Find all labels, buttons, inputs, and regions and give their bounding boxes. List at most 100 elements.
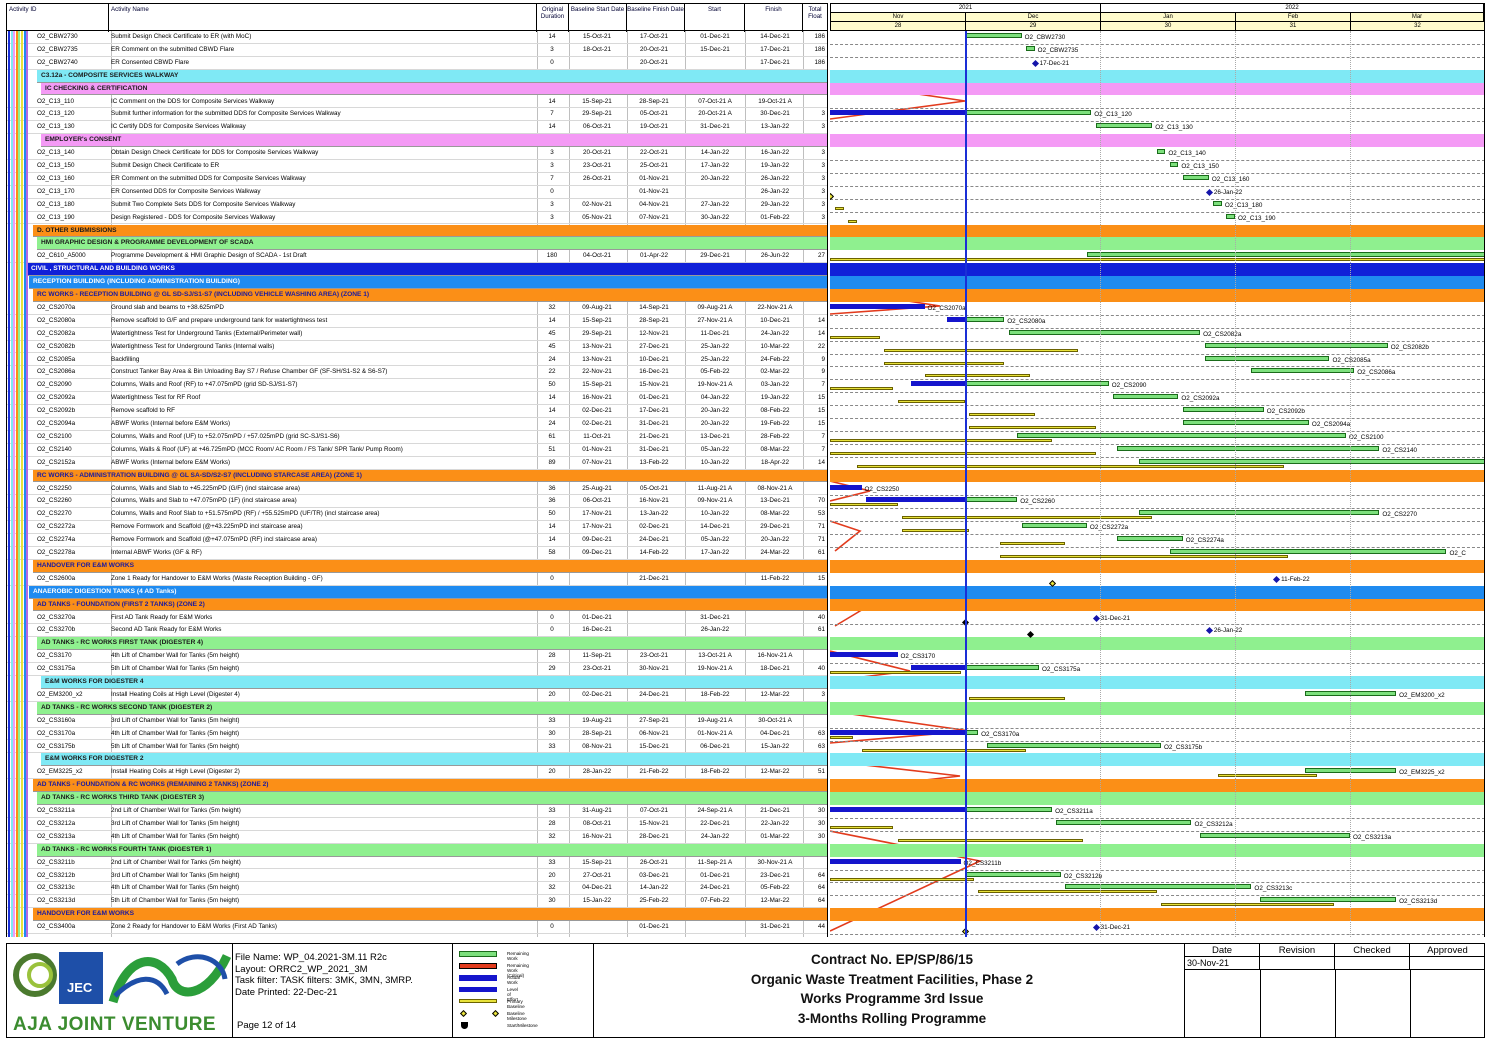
activity-row[interactable]: O2_CS2086a Construct Tanker Bay Area & Bi… bbox=[7, 366, 827, 380]
activity-row[interactable]: O2_CS2152a ABWF Works (Internal before E&… bbox=[7, 457, 827, 470]
baseline-start: 16-Dec-21 bbox=[582, 626, 612, 634]
activity-row[interactable]: O2_C13_130 IC Certify DDS for Composite S… bbox=[7, 121, 827, 135]
activity-row[interactable]: O2_CS3170 4th Lift of Chamber Wall for Ta… bbox=[7, 650, 827, 664]
baseline-start: 09-Aug-21 bbox=[582, 303, 612, 311]
activity-row[interactable]: O2_C610_A5000 Programme Development & HMI… bbox=[7, 250, 827, 264]
gantt-bar-label: O2_CS2092b bbox=[1266, 408, 1305, 416]
activity-row[interactable]: O2_CS2600a Zone 1 Ready for Handover to E… bbox=[7, 573, 827, 586]
wbs-band-title: C3.12a - COMPOSITE SERVICES WALKWAY bbox=[41, 71, 179, 79]
activity-row[interactable]: O2_CBW2740 ER Consented CBWD Flare 0 20-Oct… bbox=[7, 57, 827, 70]
activity-row[interactable]: O2_CS2278a Internal ABWF Works (GF & RF) 5… bbox=[7, 547, 827, 560]
wbs-band[interactable]: EMPLOYER's CONSENT bbox=[41, 134, 827, 148]
baseline-start: 15-Jan-22 bbox=[582, 897, 612, 905]
col-header-total-float[interactable]: Total Float bbox=[808, 6, 822, 20]
wbs-band[interactable]: D. OTHER SUBMISSIONS bbox=[33, 224, 827, 238]
col-header-activity-name[interactable]: Activity Name bbox=[109, 4, 537, 32]
baseline-finish bbox=[627, 612, 681, 624]
wbs-band[interactable]: C3.12a - COMPOSITE SERVICES WALKWAY bbox=[37, 69, 827, 83]
activity-row[interactable]: O2_CS2250 Columns, Walls and Slab to +45.… bbox=[7, 483, 827, 496]
wbs-band[interactable]: AD TANKS - RC WORKS FOURTH TANK (DIGESTE… bbox=[37, 843, 827, 857]
activity-row[interactable]: O2_CS2082b Watertightness Test for Underg… bbox=[7, 341, 827, 354]
activity-row[interactable]: O2_CS3270a First AD Tank Ready for E&M Wo… bbox=[7, 612, 827, 625]
activity-row[interactable]: O2_CS2092a Watertightness Test for RF Roo… bbox=[7, 392, 827, 406]
activity-row[interactable]: O2_CS2090 Columns, Walls and Roof (RF) to… bbox=[7, 379, 827, 393]
activity-row[interactable]: O2_CS3170a 4th Lift of Chamber Wall for T… bbox=[7, 728, 827, 741]
activity-row[interactable]: O2_C13_110 IC Comment on the DDS for Comp… bbox=[7, 96, 827, 109]
activity-row[interactable]: O2_CBW2735 ER Comment on the submitted CB… bbox=[7, 44, 827, 57]
activity-row[interactable]: O2_CS3213c 4th Lift of Chamber Wall for T… bbox=[7, 882, 827, 896]
total-float: 3 bbox=[821, 200, 825, 208]
wbs-band[interactable]: AD TANKS - FOUNDATION & RC WORKS (REMAIN… bbox=[33, 779, 827, 793]
activity-row[interactable]: O2_C13_170 ER Consented DDS for Composite… bbox=[7, 186, 827, 199]
activity-row[interactable]: O2_EM3225_x2 Install Heating Coils at Hig… bbox=[7, 766, 827, 780]
activity-row[interactable]: O2_CS2080a Remove scaffold to G/F and pre… bbox=[7, 315, 827, 328]
actual-bar bbox=[947, 316, 965, 322]
activity-row[interactable]: O2_CS3160a 3rd Lift of Chamber Wall for T… bbox=[7, 715, 827, 728]
activity-row[interactable]: O2_CS3175b 5th Lift of Chamber Wall for T… bbox=[7, 741, 827, 754]
wbs-band[interactable]: HMI GRAPHIC DESIGN & PROGRAMME DEVELOPME… bbox=[37, 237, 827, 251]
wbs-band-title: RECEPTION BUILDING (INCLUDING ADMINISTRA… bbox=[33, 278, 240, 286]
wbs-band[interactable]: HANDOVER FOR E&M WORKS bbox=[33, 908, 827, 922]
activity-row[interactable]: O2_CS2082a Watertightness Test for Underg… bbox=[7, 328, 827, 341]
activity-row[interactable]: O2_CS3212a 3rd Lift of Chamber Wall for T… bbox=[7, 818, 827, 831]
wbs-band[interactable]: IC CHECKING & CERTIFICATION bbox=[41, 82, 827, 96]
activity-row[interactable]: O2_CS2272a Remove Formwork and Scaffold (… bbox=[7, 521, 827, 535]
activity-row[interactable]: O2_C13_150 Submit Design Check Certificat… bbox=[7, 160, 827, 173]
activity-row[interactable]: O2_CS3400a Zone 2 Ready for Handover to E… bbox=[7, 921, 827, 934]
activity-row[interactable]: O2_CS2140 Columns, Walls & Roof (UF) at +… bbox=[7, 444, 827, 457]
col-header-baseline-finish[interactable]: Baseline Finish Date bbox=[627, 4, 685, 32]
activity-row[interactable]: O2_CS2274a Remove Formwork and Scaffold (… bbox=[7, 534, 827, 547]
wbs-band[interactable]: E&M WORKS FOR DIGESTER 4 bbox=[41, 676, 827, 689]
activity-row[interactable]: O2_CS2085a Backfilling 24 13-Nov-21 10-Dec-2… bbox=[7, 354, 827, 367]
legend-swatch-remaining bbox=[459, 951, 497, 957]
activity-row[interactable]: O2_CS2260 Columns, Walls and Slab to +47.… bbox=[7, 495, 827, 509]
total-float: 3 bbox=[821, 187, 825, 195]
activity-row[interactable]: O2_CS2094a ABWF Works (Internal before E&… bbox=[7, 418, 827, 431]
remaining-bar bbox=[986, 742, 1161, 748]
activity-row[interactable]: O2_CS3211a 2nd Lift of Chamber Wall for T… bbox=[7, 805, 827, 818]
activity-row[interactable]: O2_C13_160 ER Comment on the submitted DD… bbox=[7, 173, 827, 186]
activity-row[interactable]: O2_CS2270 Columns, Walls and Roof Slab to… bbox=[7, 508, 827, 522]
col-header-activity-id[interactable]: Activity ID bbox=[7, 4, 109, 32]
activity-row[interactable]: O2_CS2092b Remove scaffold to RF 14 02-Dec-… bbox=[7, 405, 827, 418]
original-duration: 180 bbox=[546, 252, 558, 260]
activity-row[interactable]: O2_CS3270b Second AD Tank Ready for E&M W… bbox=[7, 624, 827, 638]
activity-row[interactable]: O2_CS3213a 4th Lift of Chamber Wall for T… bbox=[7, 831, 827, 844]
activity-row[interactable]: O2_CS2070a Ground slab and beams to +38.6… bbox=[7, 302, 827, 315]
activity-row[interactable]: O2_C13_140 Obtain Design Check Certificat… bbox=[7, 147, 827, 160]
gantt-bar-label: 26-Jan-22 bbox=[1213, 188, 1243, 196]
wbs-band[interactable]: RC WORKS - ADMINISTRATION BUILDING @ GL … bbox=[33, 469, 827, 483]
wbs-band[interactable]: AD TANKS - RC WORKS THIRD TANK (DIGESTER… bbox=[37, 792, 827, 805]
activity-row[interactable]: O2_CS3211b 2nd Lift of Chamber Wall for T… bbox=[7, 857, 827, 870]
wbs-band[interactable]: AD TANKS - FOUNDATION (FIRST 2 TANKS) (Z… bbox=[33, 598, 827, 612]
wbs-band[interactable]: CIVIL , STRUCTURAL AND BUILDING WORKS bbox=[27, 263, 827, 277]
baseline-finish: 04-Nov-21 bbox=[639, 200, 669, 208]
col-header-start[interactable]: Start bbox=[685, 4, 745, 32]
activity-row[interactable]: O2_EM3200_x2 Install Heating Coils at Hig… bbox=[7, 689, 827, 702]
wbs-band[interactable]: RC WORKS - RECEPTION BUILDING @ GL SD-SJ… bbox=[33, 289, 827, 302]
gantt-bar-label: O2_CS2260 bbox=[1020, 498, 1055, 506]
wbs-band[interactable]: AD TANKS - RC WORKS SECOND TANK (DIGESTE… bbox=[37, 701, 827, 715]
activity-row[interactable]: O2_CS3213d 5th Lift of Chamber Wall for T… bbox=[7, 895, 827, 909]
wbs-band[interactable]: RECEPTION BUILDING (INCLUDING ADMINISTRA… bbox=[29, 276, 827, 289]
activity-row[interactable]: O2_C13_120 Submit further information for… bbox=[7, 108, 827, 122]
gantt-bar-label: O2_CS2082a bbox=[1203, 330, 1242, 338]
activity-row[interactable]: O2_CS3212b 3rd Lift of Chamber Wall for T… bbox=[7, 870, 827, 883]
activity-row[interactable]: O2_CS2100 Columns, Walls and Roof (UF) to… bbox=[7, 431, 827, 444]
wbs-band[interactable]: ANAEROBIC DIGESTION TANKS (4 AD Tanks) bbox=[29, 585, 827, 599]
activity-name: Ground slab and beams to +38.625mPD bbox=[111, 303, 224, 311]
activity-row[interactable]: O2_C13_180 Submit Two Complete Sets DDS f… bbox=[7, 199, 827, 212]
wbs-band[interactable]: E&M WORKS FOR DIGESTER 2 bbox=[41, 753, 827, 767]
activity-row[interactable]: O2_CBW2730 Submit Design Check Certificat… bbox=[7, 31, 827, 44]
wbs-band[interactable]: AD TANKS - RC WORKS FIRST TANK (DIGESTER… bbox=[37, 637, 827, 651]
col-header-orig-duration[interactable]: Original Duration bbox=[537, 4, 569, 32]
gantt-bar-label: O2_C13_130 bbox=[1155, 124, 1193, 132]
baseline-finish: 10-Dec-21 bbox=[639, 355, 669, 363]
col-header-baseline-start[interactable]: Baseline Start Date bbox=[569, 4, 627, 32]
finish-date: 10-Mar-22 bbox=[760, 342, 790, 350]
wbs-band[interactable]: HANDOVER FOR E&M WORKS bbox=[33, 559, 827, 573]
col-header-finish[interactable]: Finish bbox=[745, 4, 803, 32]
actual-bar bbox=[830, 484, 862, 490]
activity-row[interactable]: O2_CS3175a 5th Lift of Chamber Wall for T… bbox=[7, 663, 827, 676]
activity-row[interactable]: O2_C13_190 Design Registered - DDS for Co… bbox=[7, 212, 827, 225]
